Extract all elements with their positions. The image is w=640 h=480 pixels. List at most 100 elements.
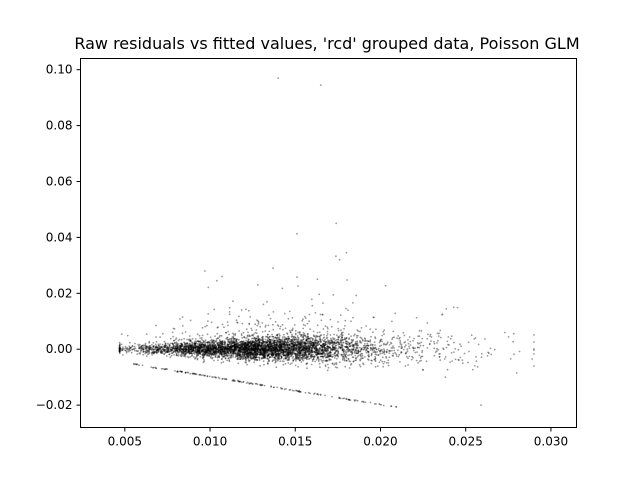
data-point [351,356,354,358]
data-point [345,359,348,362]
data-point [142,347,144,350]
data-point [451,360,454,362]
data-point [227,330,230,333]
data-point [286,341,289,343]
data-point [196,357,199,360]
data-point [257,336,260,338]
data-point [370,354,373,357]
data-point [287,337,290,340]
data-point [199,349,201,352]
data-point [205,350,208,353]
data-point [238,342,241,344]
data-point [319,366,321,369]
data-point [285,344,288,346]
data-point [170,354,173,357]
data-point [265,346,268,348]
data-point [275,345,278,347]
data-point [349,345,352,348]
data-point [118,346,121,348]
data-point [185,343,188,346]
data-point [126,347,129,349]
data-point [240,341,243,343]
data-point [370,343,372,346]
data-point [266,335,269,338]
data-point [261,336,263,339]
data-point [399,341,402,344]
data-point [459,356,462,359]
data-point [258,348,260,351]
data-point [404,352,407,354]
data-point [271,360,274,363]
data-point [260,344,263,347]
data-point [380,348,383,351]
data-point [365,351,368,354]
data-point [320,319,323,322]
data-point [330,325,333,328]
data-point [167,346,170,349]
data-point [176,351,179,353]
data-point [268,360,271,362]
data-point [191,345,193,348]
data-point [417,346,419,349]
data-point [212,349,215,352]
data-point [281,328,284,331]
data-point [301,356,303,359]
data-point [359,359,362,362]
data-point [245,343,248,346]
data-point [357,350,360,352]
data-point [345,348,348,351]
data-point [202,356,205,359]
data-point [242,340,244,343]
data-point [172,343,175,345]
data-point [179,318,181,320]
points-layer [118,77,535,408]
data-point [255,358,258,361]
data-point [347,354,349,357]
data-point [336,353,339,356]
data-point [306,338,309,341]
data-point [433,340,435,343]
data-point [236,352,238,355]
data-point [356,336,358,339]
data-point [433,354,436,357]
data-point [355,359,358,361]
data-point [201,357,204,359]
data-point [187,345,189,348]
data-point [349,364,352,366]
data-point [249,342,252,344]
data-point [204,340,206,343]
data-point [170,348,173,351]
data-point [257,321,260,324]
data-point [347,357,350,360]
data-point [291,339,293,342]
data-point [227,341,230,343]
data-point [457,358,460,361]
data-point [490,353,493,356]
data-point [283,341,285,343]
data-point [236,357,239,360]
data-point [343,337,346,339]
data-point [249,356,252,359]
data-point [137,350,140,352]
data-point [200,337,203,339]
data-point [233,338,236,341]
data-point [242,348,245,351]
data-point [397,355,400,358]
data-point [263,363,265,366]
data-point [150,348,153,351]
data-point [379,353,382,355]
data-point [250,352,253,354]
data-point [308,313,311,316]
data-point [288,344,291,347]
data-point [287,351,290,354]
data-point [155,346,157,348]
data-point [243,336,245,338]
data-point [352,344,355,347]
data-point [253,355,256,358]
data-point [302,351,304,354]
data-point [146,347,149,350]
data-point [228,359,231,362]
data-point [335,353,338,356]
data-point [288,344,291,347]
data-point [325,348,328,351]
